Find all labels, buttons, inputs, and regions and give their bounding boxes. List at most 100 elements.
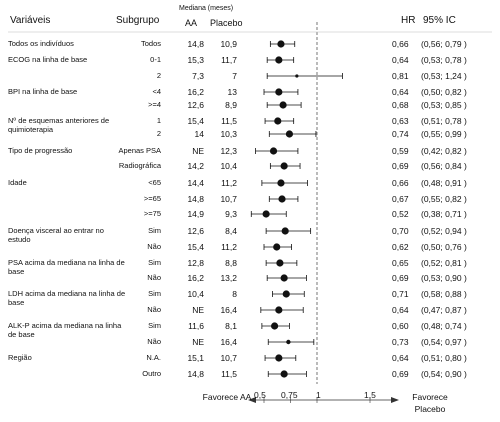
- row-median-placebo: 10,7: [220, 353, 237, 363]
- row-median-aa: 14,8: [187, 369, 204, 379]
- row-median-placebo: 8,1: [225, 321, 237, 331]
- row-hr: 0,67: [392, 194, 409, 204]
- row-ci: (0,54; 0,90 ): [421, 369, 467, 379]
- row-median-placebo: 16,4: [220, 337, 237, 347]
- row-median-aa: 12,6: [187, 226, 204, 236]
- hr-point: [282, 290, 290, 298]
- row-subgroup: Apenas PSA: [118, 146, 161, 155]
- header-subgroup: Subgrupo: [116, 15, 160, 26]
- header-ci: 95% IC: [423, 15, 456, 26]
- hr-point: [280, 162, 288, 170]
- row-ci: (0,51; 0,78 ): [421, 116, 467, 126]
- hr-point: [271, 322, 279, 330]
- row-median-aa: 12,6: [187, 100, 204, 110]
- hr-point: [280, 370, 288, 378]
- row-ci: (0,51; 0,80 ): [421, 353, 467, 363]
- hr-point: [275, 306, 283, 314]
- header-hr: HR: [401, 15, 416, 26]
- row-median-aa: 16,2: [187, 273, 204, 283]
- row-subgroup: Não: [147, 273, 161, 282]
- row-hr: 0,81: [392, 71, 409, 81]
- header-placebo: Placebo: [210, 18, 243, 28]
- row-subgroup: Todos: [140, 39, 161, 48]
- row-ci: (0,48; 0,74 ): [421, 321, 467, 331]
- row-median-placebo: 11,5: [221, 369, 237, 379]
- row-ci: (0,54; 0,97 ): [421, 337, 467, 347]
- header-variables: Variáveis: [10, 15, 51, 26]
- hr-point: [275, 88, 283, 96]
- row-variable: LDH acima da mediana na linha de base: [8, 289, 126, 307]
- row-ci: (0,38; 0,71 ): [421, 209, 467, 219]
- row-hr: 0,74: [392, 129, 409, 139]
- hr-point: [285, 130, 294, 138]
- row-median-aa: 15,1: [187, 353, 204, 363]
- row-ci: (0,50; 0,76 ): [421, 242, 467, 252]
- row-subgroup: 2: [156, 129, 161, 138]
- row-hr: 0,65: [392, 258, 409, 268]
- row-hr: 0,69: [392, 273, 409, 283]
- row-hr: 0,60: [392, 321, 409, 331]
- row-subgroup: >=4: [148, 100, 161, 109]
- row-ci: (0,53; 0,85 ): [421, 100, 467, 110]
- hr-point: [273, 243, 281, 251]
- row-ci: (0,58; 0,88 ): [421, 289, 467, 299]
- row-hr: 0,64: [392, 55, 409, 65]
- row-ci: (0,52; 0,81 ): [421, 258, 467, 268]
- row-subgroup: >=65: [143, 194, 161, 203]
- row-median-placebo: 11,7: [221, 55, 237, 65]
- row-subgroup: N.A.: [146, 353, 161, 362]
- row-median-aa: 15,4: [187, 116, 204, 126]
- row-ci: (0,53; 0,90 ): [421, 273, 467, 283]
- hr-point: [277, 179, 285, 187]
- header-median: Mediana (meses): [179, 5, 234, 12]
- tick-label-0-75: 0,75: [281, 390, 298, 400]
- row-median-placebo: 10,9: [220, 39, 237, 49]
- row-ci: (0,53; 1,24 ): [421, 71, 467, 81]
- row-variable: BPI na linha de base: [8, 87, 78, 96]
- row-median-aa: NE: [192, 305, 204, 315]
- row-hr: 0,70: [392, 226, 409, 236]
- row-subgroup: Radiográfica: [118, 161, 161, 170]
- row-variable: PSA acima da mediana na linha de base: [8, 258, 125, 276]
- row-variable: Doença visceral ao entrar no estudo: [8, 226, 104, 244]
- row-variable: Todos os indivíduos: [8, 39, 74, 48]
- row-median-aa: 10,4: [187, 289, 204, 299]
- row-median-aa: 7,3: [192, 71, 204, 81]
- row-ci: (0,50; 0,82 ): [421, 87, 467, 97]
- row-median-aa: 15,3: [187, 55, 204, 65]
- row-ci: (0,52; 0,94 ): [421, 226, 467, 236]
- row-median-aa: NE: [192, 146, 204, 156]
- row-variable: Região: [8, 353, 32, 362]
- hr-point: [280, 274, 288, 282]
- tick-label-1: 1: [316, 390, 321, 400]
- row-median-placebo: 8: [232, 289, 237, 299]
- row-median-placebo: 10,3: [220, 129, 237, 139]
- hr-point: [276, 259, 284, 267]
- row-hr: 0,64: [392, 353, 409, 363]
- row-subgroup: Não: [147, 337, 161, 346]
- row-subgroup: Sim: [148, 289, 161, 298]
- row-median-placebo: 16,4: [220, 305, 237, 315]
- hr-point: [275, 354, 283, 362]
- tick-label-1-5: 1,5: [364, 390, 376, 400]
- row-ci: (0,56; 0,79 ): [421, 39, 467, 49]
- row-ci: (0,55; 0,99 ): [421, 129, 467, 139]
- row-subgroup: Não: [147, 305, 161, 314]
- hr-point: [286, 339, 291, 345]
- row-median-aa: 14,2: [187, 161, 204, 171]
- hr-point: [281, 227, 289, 235]
- row-hr: 0,64: [392, 87, 409, 97]
- row-variable: Idade: [8, 178, 27, 187]
- row-median-aa: 14: [194, 129, 204, 139]
- row-median-aa: 12,8: [187, 258, 204, 268]
- tick-label-0-5: 0,5: [254, 390, 266, 400]
- favors-aa-label: Favorece AA: [202, 392, 252, 402]
- row-hr: 0,64: [392, 305, 409, 315]
- row-median-placebo: 10,4: [220, 161, 237, 171]
- row-subgroup: 0-1: [150, 55, 161, 64]
- hr-point: [275, 56, 283, 64]
- row-ci: (0,47; 0,87 ): [421, 305, 467, 315]
- row-median-aa: 15,4: [187, 242, 204, 252]
